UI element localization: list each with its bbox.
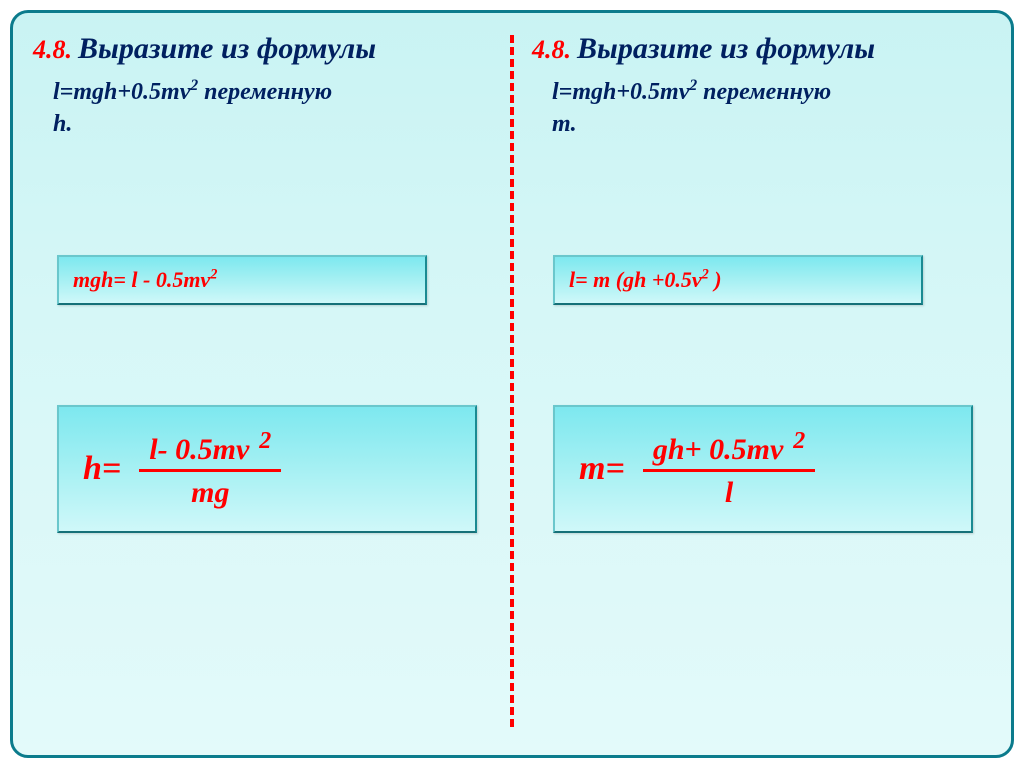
result-lhs: m=: [579, 450, 625, 488]
fraction-numerator: gh+ 0.5mv 2: [643, 428, 815, 470]
right-subline: l=mgh+0.5mv2 переменную m.: [532, 75, 991, 141]
subline-line2: m.: [552, 111, 577, 137]
step-exp: 2: [210, 267, 217, 283]
right-column: 4.8.Выразите из формулы l=mgh+0.5mv2 пер…: [512, 13, 1011, 755]
formula-text: l=mgh+0.5mv: [53, 79, 190, 105]
fraction-denominator: mg: [191, 472, 229, 511]
subline-tail: переменную: [198, 79, 332, 105]
right-heading: 4.8.Выразите из формулы: [532, 31, 991, 67]
right-step-box: l= m (gh +0.5v2 ): [553, 255, 923, 305]
num-pre: l- 0.5mv: [149, 433, 249, 466]
num-exp: 2: [793, 428, 805, 454]
task-number: 4.8.: [33, 35, 72, 64]
fraction-denominator: l: [725, 472, 733, 511]
result-fraction: l- 0.5mv 2 mg: [139, 428, 281, 511]
formula-exponent: 2: [689, 77, 697, 94]
subline-line2: h.: [53, 111, 72, 137]
fraction-numerator: l- 0.5mv 2: [139, 428, 281, 470]
step-exp: 2: [702, 267, 709, 283]
left-heading: 4.8.Выразите из формулы: [33, 31, 492, 67]
num-exp: 2: [259, 428, 271, 454]
formula-text: l=mgh+0.5mv: [552, 79, 689, 105]
task-title: Выразите из формулы: [577, 32, 875, 65]
result-lhs: h=: [83, 450, 121, 488]
task-number: 4.8.: [532, 35, 571, 64]
step-formula: mgh= l - 0.5mv2: [73, 267, 217, 292]
slide-panel: 4.8.Выразите из формулы l=mgh+0.5mv2 пер…: [10, 10, 1014, 758]
left-result-box: h= l- 0.5mv 2 mg: [57, 405, 477, 533]
result-fraction: gh+ 0.5mv 2 l: [643, 428, 815, 511]
right-result-box: m= gh+ 0.5mv 2 l: [553, 405, 973, 533]
formula-exponent: 2: [190, 77, 198, 94]
task-title: Выразите из формулы: [78, 32, 376, 65]
step-pre: l= m (gh +0.5v: [569, 267, 702, 292]
step-pre: mgh= l - 0.5mv: [73, 267, 210, 292]
left-step-box: mgh= l - 0.5mv2: [57, 255, 427, 305]
subline-tail: переменную: [697, 79, 831, 105]
vertical-divider: [510, 35, 514, 727]
num-pre: gh+ 0.5mv: [653, 433, 783, 466]
left-column: 4.8.Выразите из формулы l=mgh+0.5mv2 пер…: [13, 13, 512, 755]
left-result-formula: h= l- 0.5mv 2 mg: [75, 417, 459, 521]
right-result-formula: m= gh+ 0.5mv 2 l: [571, 417, 955, 521]
step-formula: l= m (gh +0.5v2 ): [569, 267, 722, 292]
step-post: ): [709, 267, 722, 292]
left-subline: l=mgh+0.5mv2 переменную h.: [33, 75, 492, 141]
